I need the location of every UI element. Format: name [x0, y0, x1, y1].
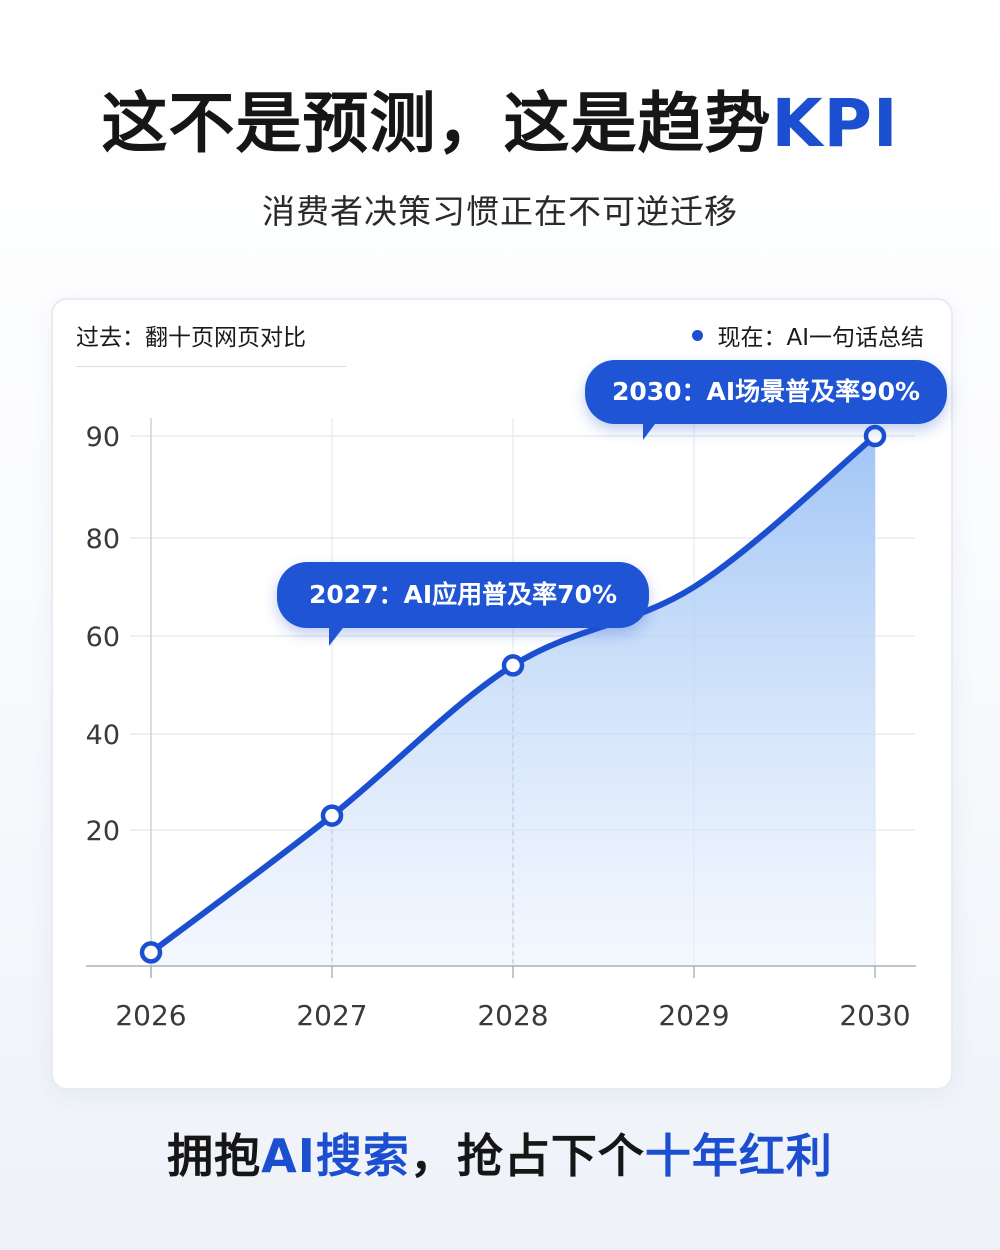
- y-tick-label: 40: [86, 720, 120, 751]
- data-point-2027: [320, 804, 344, 827]
- y-tick-label: 80: [86, 524, 120, 555]
- x-tick-label: 2026: [115, 999, 186, 1032]
- title-accent: KPI: [771, 85, 899, 162]
- legend-dot-icon: [692, 329, 704, 341]
- y-tick-label: 20: [86, 816, 120, 847]
- footer-part4: 十年红利: [644, 1129, 833, 1183]
- label-layer: 20 40 60 80 90 2026 2027 2028 2029 2030: [86, 422, 911, 1032]
- area-fill: [151, 436, 875, 966]
- area-layer: [151, 436, 875, 966]
- callout-2030: 2030：AI场景普及率90%: [585, 360, 947, 440]
- y-tick-label: 90: [86, 422, 120, 453]
- footer-part1: 拥抱: [167, 1129, 262, 1183]
- footer-slogan: 拥抱AI搜索，抢占下个十年红利: [0, 1120, 1000, 1186]
- x-tick-label: 2030: [839, 999, 910, 1032]
- axis-layer: [86, 418, 916, 978]
- legend-divider: [76, 366, 346, 367]
- data-point-2028: [501, 654, 525, 677]
- marker-layer: [139, 424, 887, 964]
- callout-2027: 2027：AI应用普及率70%: [277, 562, 649, 646]
- footer-part2: AI搜索: [261, 1129, 410, 1183]
- title-main: 这不是预测，这是趋势: [101, 85, 772, 162]
- x-tick-label: 2027: [296, 999, 367, 1032]
- page-title: 这不是预测，这是趋势KPI: [0, 82, 1000, 166]
- legend-now: 现在：AI一句话总结: [692, 318, 924, 352]
- x-tick-label: 2029: [658, 999, 729, 1032]
- data-point-2030: [863, 424, 887, 448]
- data-point-2026: [139, 941, 163, 964]
- footer-part3: ，抢占下个: [409, 1129, 645, 1183]
- legend-past: 过去：翻十页网页对比: [76, 325, 306, 351]
- legend-now-label: 现在：AI一句话总结: [717, 325, 924, 351]
- y-tick-label: 60: [86, 622, 120, 653]
- page-subtitle: 消费者决策习惯正在不可逆迁移: [262, 192, 738, 231]
- x-tick-label: 2028: [477, 999, 548, 1032]
